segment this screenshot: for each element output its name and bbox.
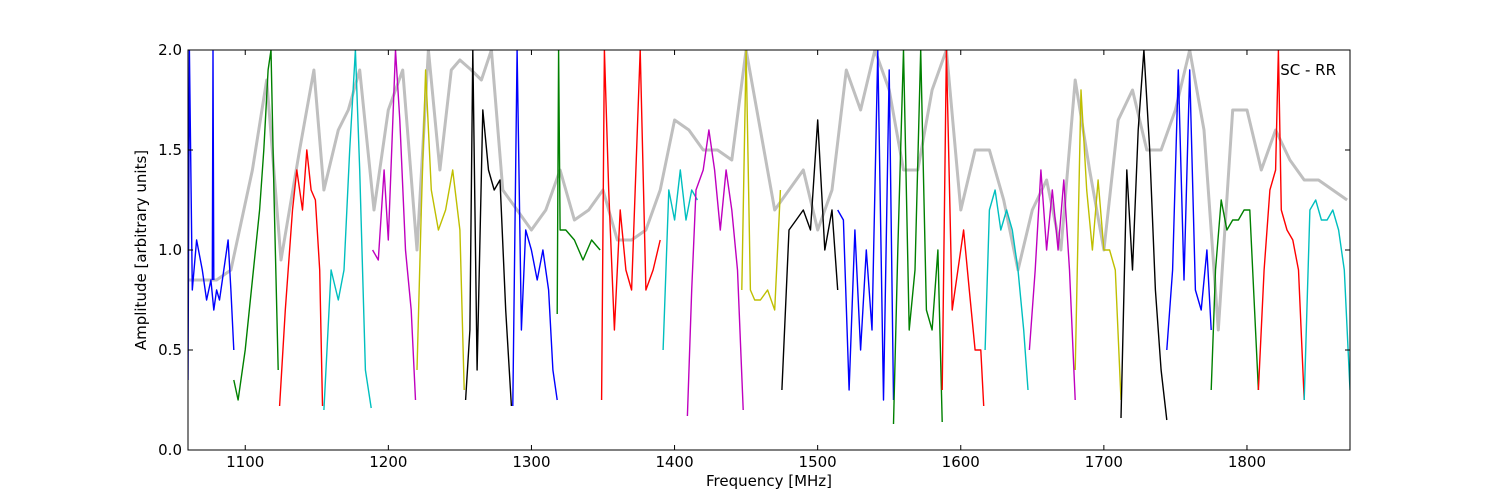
x-tick-label: 1600 [942,453,980,471]
x-tick-label: 1200 [369,453,407,471]
x-tick-label: 1400 [655,453,693,471]
x-tick-label: 1800 [1228,453,1266,471]
spectrum-segment-line-23 [1166,69,1212,351]
x-tick-label: 1300 [512,453,550,471]
spectrum-segment-line-7 [416,69,465,391]
spectrum-segment-line-11 [600,50,661,401]
spectrum-segment-line-26 [1303,199,1350,401]
spectrum-segment-line-15 [781,119,839,391]
spectrum-segment-line-4 [278,149,324,407]
spectrum-segment-line-1 [188,50,235,381]
spectrum-segment-line-25 [1257,50,1305,401]
spectrum-segment-line-19 [984,189,1029,391]
spectrum-segment-line-16 [837,50,895,401]
spectrum-segment-line-3 [233,50,279,401]
plot-annotation: SC - RR [1280,61,1336,79]
x-tick-label: 1500 [799,453,837,471]
spectrum-segment-line-18 [941,50,985,407]
spectrum-segment-line-5 [323,50,372,411]
spectrum-segment-line-8 [464,50,513,407]
spectrum-segment-line-9 [512,50,558,407]
spectrum-segment-line-17 [892,50,943,425]
plot-area [188,50,1350,425]
y-tick-label: 1.0 [158,241,182,259]
spectrum-segment-line-10 [556,50,601,315]
y-tick-label: 0.5 [158,341,182,359]
spectrum-segment-line-2 [211,50,215,281]
spectrum-segment-line-6 [371,50,417,401]
spectrum-segment-line-22 [1120,50,1168,421]
x-tick-label: 1700 [1085,453,1123,471]
y-tick-label: 0.0 [158,441,182,459]
x-tick-label: 1100 [226,453,264,471]
x-axis-label: Frequency [MHz] [706,472,832,490]
axis-ticks: 1100 1200 1300 1400 1500 1600 1700 1800 0.0 0.5 1.… [158,41,1350,471]
y-axis-label: Amplitude [arbitrary units] [132,150,150,350]
spectrum-segment-line-21 [1074,89,1122,401]
spectrum-segment-line-14 [741,50,782,311]
spectrum-segment-line-20 [1028,169,1076,401]
spectrum-segment-line-13 [686,129,744,417]
spectrum-segment-line-12 [662,169,699,351]
spectrum-segment-line-24 [1210,199,1260,391]
y-tick-label: 2.0 [158,41,182,59]
y-tick-label: 1.5 [158,141,182,159]
